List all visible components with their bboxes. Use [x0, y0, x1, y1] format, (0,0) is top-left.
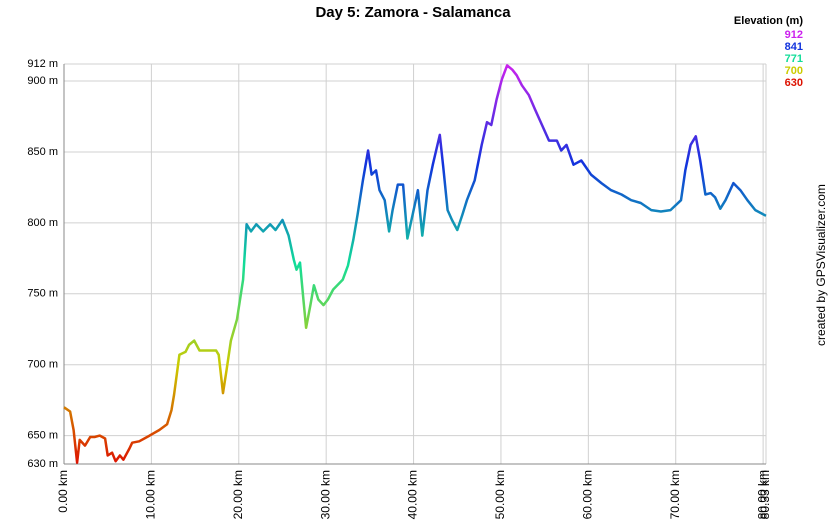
- x-tick-label: 30.00 km: [318, 470, 332, 519]
- y-tick-label: 800 m: [27, 217, 58, 229]
- x-tick-label: 40.00 km: [406, 470, 420, 519]
- x-tick-label: 70.00 km: [668, 470, 682, 519]
- x-tick-label: 60.00 km: [581, 470, 595, 519]
- legend-value: 771: [785, 53, 803, 65]
- x-tick-label: 80.33 km: [758, 470, 772, 519]
- legend-value: 841: [785, 41, 803, 53]
- y-tick-label: 850 m: [27, 146, 58, 158]
- x-tick-label: 10.00 km: [144, 470, 158, 519]
- x-tick-label: 50.00 km: [493, 470, 507, 519]
- y-tick-label: 912 m: [27, 58, 58, 70]
- y-tick-label: 750 m: [27, 288, 58, 300]
- y-tick-label: 700 m: [27, 359, 58, 371]
- legend-value: 630: [785, 77, 803, 89]
- x-tick-label: 20.00 km: [231, 470, 245, 519]
- x-tick-label: 0.00 km: [56, 470, 70, 513]
- legend-value: 700: [785, 65, 803, 77]
- credit: created by GPSVisualizer.com: [814, 184, 828, 346]
- y-tick-label: 630 m: [27, 458, 58, 470]
- elevation-line: [63, 64, 767, 464]
- y-tick-label: 900 m: [27, 75, 58, 87]
- y-tick-label: 650 m: [27, 430, 58, 442]
- legend-value: 912: [785, 29, 803, 41]
- chart-title: Day 5: Zamora - Salamanca: [315, 4, 511, 21]
- x-tick-label: 80.00 km: [755, 470, 769, 519]
- legend-title: Elevation (m): [734, 15, 803, 27]
